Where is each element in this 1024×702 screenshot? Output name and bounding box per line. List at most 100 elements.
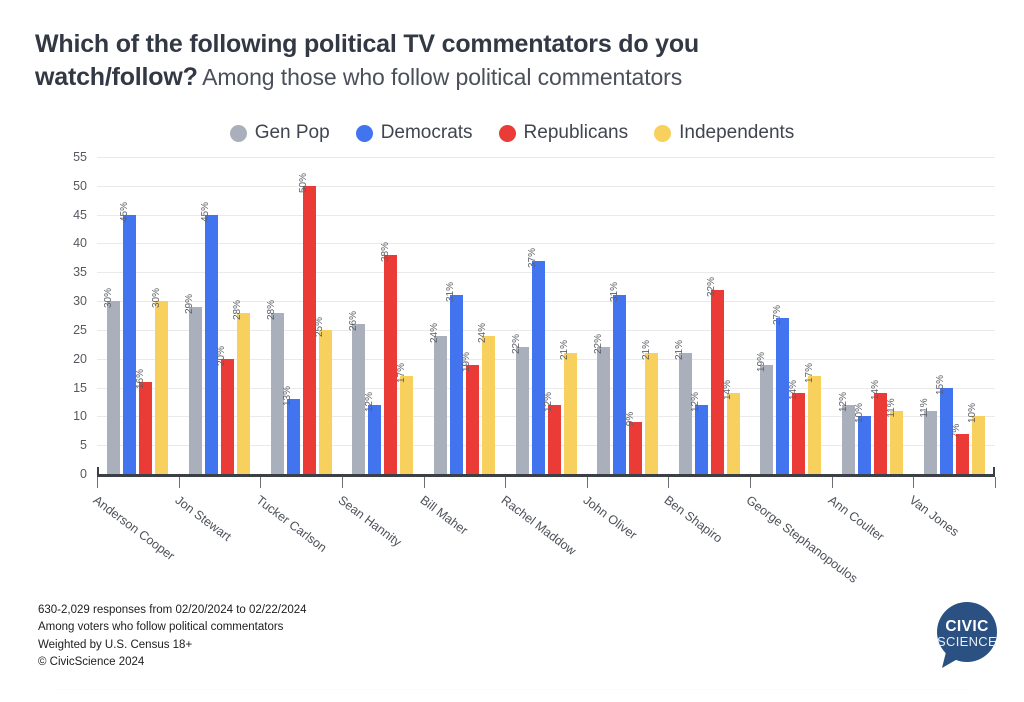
bar-value-label: 27% [771, 305, 783, 326]
bar[interactable]: 24% [429, 323, 447, 474]
bar-group: 12% 10% 14% 11% [838, 157, 904, 474]
bar[interactable]: 29% [184, 294, 202, 474]
bar[interactable]: 31% [609, 282, 627, 474]
legend-item-gen-pop[interactable]: Gen Pop [229, 122, 330, 144]
bar-value-label: 26% [347, 311, 359, 332]
x-axis-tick [750, 477, 752, 488]
bar[interactable]: 32% [706, 277, 724, 474]
bar-value-label: 32% [706, 276, 718, 297]
x-axis-tick [423, 477, 425, 488]
bar[interactable]: 11% [886, 398, 904, 474]
bar[interactable]: 7% [951, 423, 969, 474]
bar-fill [710, 289, 724, 474]
bar-group: 22% 31% 9% 21% [593, 157, 659, 474]
bar-value-label: 10% [967, 403, 979, 424]
y-axis-tick-label: 35 [73, 265, 87, 280]
x-axis-tick [341, 477, 343, 488]
gridline [97, 416, 995, 418]
bar[interactable]: 26% [348, 311, 366, 474]
bar[interactable]: 10% [854, 403, 872, 474]
footer-weighting: Weighted by U.S. Census 18+ [38, 638, 193, 651]
bar[interactable]: 10% [967, 403, 985, 474]
bar[interactable]: 12% [364, 392, 382, 474]
bar[interactable]: 19% [756, 351, 774, 474]
bar-value-label: 19% [461, 351, 473, 372]
bar[interactable]: 37% [527, 248, 545, 474]
bar[interactable]: 17% [396, 363, 414, 474]
gridline [97, 214, 995, 216]
x-axis-category-label: Sean Hannity [335, 493, 404, 550]
bar[interactable]: 14% [722, 380, 740, 474]
chart-plot-area: 0 5 10 15 20 25 30 35 40 45 50 55 30% 45% 16% 30% 29% 45%… [73, 150, 995, 481]
bar-fill [547, 404, 561, 474]
gridline [97, 358, 995, 360]
bar-value-label: 28% [232, 299, 244, 320]
bar[interactable]: 45% [119, 202, 137, 474]
bar[interactable]: 30% [103, 288, 121, 474]
bar[interactable]: 50% [298, 173, 316, 474]
bar-value-label: 30% [102, 288, 114, 309]
bar-value-label: 12% [543, 391, 554, 412]
legend-item-label: Gen Pop [254, 122, 330, 143]
bar[interactable]: 30% [151, 288, 169, 474]
bar-group: 29% 45% 20% 28% [184, 157, 250, 474]
bar[interactable]: 20% [216, 346, 234, 474]
logo-text-science: SCIENCE [937, 634, 997, 649]
bar-fill [597, 347, 611, 474]
x-axis-category-label: Tucker Carlson [253, 493, 330, 555]
bar[interactable]: 16% [135, 369, 153, 474]
legend-item-democrats[interactable]: Democrats [355, 122, 473, 144]
bar[interactable]: 15% [935, 375, 953, 474]
bar[interactable]: 28% [232, 300, 250, 474]
bar[interactable]: 45% [200, 202, 218, 474]
bar[interactable]: 31% [445, 282, 463, 474]
x-axis-tick [260, 477, 262, 488]
bar-fill [645, 352, 659, 474]
bar-value-label: 9% [624, 411, 636, 427]
bar-fill [449, 295, 463, 474]
footer-notes: 630-2,029 responses from 02/20/2024 to 0… [38, 602, 307, 672]
bar[interactable]: 11% [919, 398, 937, 474]
bar[interactable]: 24% [477, 323, 495, 474]
x-axis-tick [178, 477, 180, 488]
bar[interactable]: 17% [804, 363, 822, 474]
bar[interactable]: 21% [641, 340, 659, 474]
bar[interactable]: 12% [543, 392, 561, 474]
gridline [97, 185, 995, 187]
bar-fill [515, 347, 529, 474]
bar-fill [563, 352, 577, 474]
x-axis-tick [913, 477, 915, 488]
bar[interactable]: 19% [461, 351, 479, 474]
bar-group: 21% 12% 32% 14% [674, 157, 740, 474]
legend-item-independents[interactable]: Independents [654, 122, 794, 144]
bar[interactable]: 22% [593, 334, 611, 474]
footer-responses: 630-2,029 responses from 02/20/2024 to 0… [38, 604, 307, 616]
bar-group: 28% 13% 50% 25% [266, 157, 332, 474]
bar[interactable]: 22% [511, 334, 529, 474]
bar[interactable]: 21% [559, 340, 577, 474]
bar[interactable]: 21% [674, 340, 692, 474]
x-axis-tick [97, 477, 98, 488]
bar-fill [481, 335, 495, 474]
bar-group: 22% 37% 12% 21% [511, 157, 577, 474]
bar-group: 11% 15% 7% 10% [919, 157, 985, 474]
bar[interactable]: 9% [625, 412, 643, 474]
bar[interactable]: 25% [314, 317, 332, 474]
bar[interactable]: 12% [690, 392, 708, 474]
bar[interactable]: 27% [772, 305, 790, 474]
legend-item-label: Independents [679, 122, 795, 143]
legend-item-republicans[interactable]: Republicans [498, 122, 628, 144]
bar[interactable]: 14% [788, 380, 806, 474]
bar[interactable]: 14% [870, 380, 888, 474]
bar-fill [955, 433, 969, 474]
bar[interactable]: 38% [380, 242, 398, 474]
bar-fill [678, 352, 692, 474]
bar[interactable]: 28% [266, 300, 284, 474]
x-axis-category-label: Ann Coulter [825, 493, 887, 544]
bar[interactable]: 13% [282, 386, 300, 474]
bar[interactable]: 12% [838, 392, 856, 474]
x-axis-tick [505, 477, 507, 488]
chart-legend: Gen Pop Democrats Republicans Independents [0, 122, 1024, 144]
legend-swatch-icon [229, 124, 247, 142]
bar-fill [155, 301, 169, 474]
